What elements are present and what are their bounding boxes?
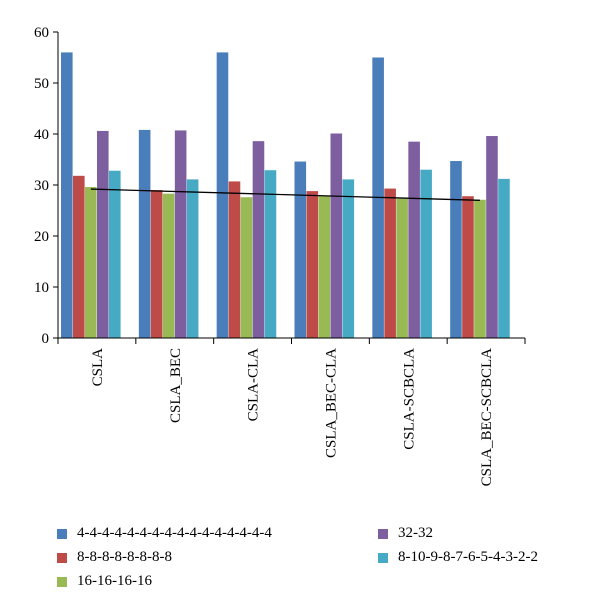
legend-label: 8-8-8-8-8-8-8-8 [77,549,172,565]
bar [162,193,175,338]
legend-label: 4-4-4-4-4-4-4-4-4-4-4-4-4-4-4-4 [77,525,272,541]
bar [450,161,462,338]
trendline [90,188,480,201]
x-axis: CSLA CSLA_BEC CSLA-CLA CSLA_BEC-CLA CSLA-SCB… [57,337,526,487]
legend-item: 8-10-9-8-7-6-5-4-3-2-2 [378,549,538,566]
x-tick-label: CSLA [90,348,106,387]
y-axis: 0 10 20 30 40 50 60 [34,25,59,347]
legend-swatch [57,576,67,587]
bar [318,196,331,338]
bar [474,199,486,338]
y-tick-label: 30 [34,178,49,194]
x-tick-label: CSLA_BEC-CLA [323,348,339,458]
bar [408,141,420,338]
bar [216,52,229,339]
bar [73,175,85,338]
trendline-line [90,188,480,201]
bar [294,161,307,338]
bar [486,136,498,338]
legend-label: 8-10-9-8-7-6-5-4-3-2-2 [398,549,538,565]
bar [228,181,241,338]
bar [498,178,510,338]
bar [109,170,121,338]
bar [420,169,432,338]
y-tick-label: 40 [34,127,49,143]
bar [61,52,73,339]
bar [264,170,277,338]
legend-item: 4-4-4-4-4-4-4-4-4-4-4-4-4-4-4-4 [57,525,272,542]
legend-label: 32-32 [398,525,433,541]
bar [462,196,474,338]
bar [186,179,199,338]
legend-swatch [57,552,67,563]
bar [174,130,187,338]
x-tick-label: CSLA_BEC [168,348,184,423]
legend-swatch [378,528,388,539]
bar [240,197,253,338]
y-tick-label: 20 [34,229,49,245]
legend-label: 16-16-16-16 [77,573,152,589]
legend-item: 8-8-8-8-8-8-8-8 [57,549,172,566]
bar [150,190,163,338]
bars [61,52,510,339]
x-tick-label: CSLA-CLA [246,348,262,422]
x-tick-label: CSLA_BEC-SCBCLA [479,348,495,487]
y-tick-label: 60 [34,25,49,41]
legend-item: 32-32 [378,525,433,542]
legend-swatch [378,552,388,563]
bar [138,129,151,338]
legend-item: 16-16-16-16 [57,573,152,590]
legend-swatch [57,528,67,539]
x-tick-label: CSLA-SCBCLA [401,348,417,450]
bar [384,188,396,338]
bar [252,141,265,338]
bar [97,130,109,338]
bar [330,133,343,338]
bar [396,198,408,338]
y-tick-label: 10 [34,280,49,296]
bar [342,179,355,338]
bar [85,187,97,338]
bar [306,191,319,338]
y-tick-label: 50 [34,76,49,92]
y-tick-label: 0 [42,331,50,347]
